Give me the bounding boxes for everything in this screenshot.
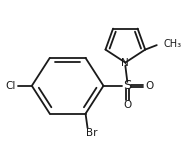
Text: O: O <box>123 101 131 110</box>
Text: O: O <box>145 81 153 91</box>
Text: Br: Br <box>86 128 98 138</box>
Text: S: S <box>123 79 132 92</box>
Text: CH₃: CH₃ <box>163 39 181 49</box>
Text: N: N <box>121 58 129 67</box>
Text: Cl: Cl <box>5 81 15 91</box>
